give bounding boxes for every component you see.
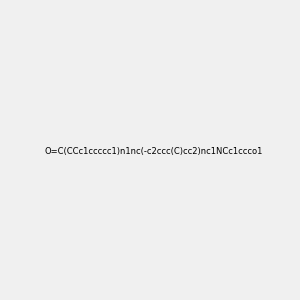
Text: O=C(CCc1ccccc1)n1nc(-c2ccc(C)cc2)nc1NCc1ccco1: O=C(CCc1ccccc1)n1nc(-c2ccc(C)cc2)nc1NCc1… (45, 147, 263, 156)
